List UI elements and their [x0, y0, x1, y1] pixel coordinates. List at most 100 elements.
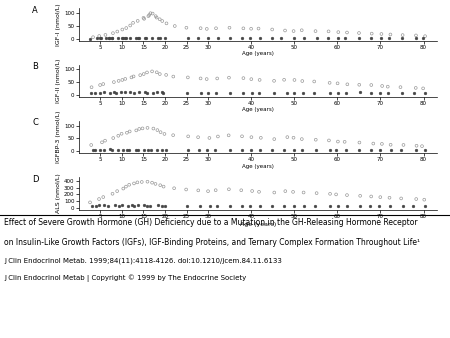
Point: [421, 90, 428, 96]
Point: [90, 34, 97, 40]
Point: [156, 35, 163, 41]
Point: [312, 147, 319, 152]
Point: [355, 35, 362, 41]
Point: [270, 78, 278, 83]
Point: [280, 147, 288, 153]
Point: [342, 35, 349, 41]
Point: [312, 28, 319, 34]
Point: [120, 186, 127, 191]
Point: [206, 135, 213, 141]
Point: [248, 188, 256, 194]
Point: [127, 90, 134, 95]
Point: [327, 90, 334, 96]
Point: [154, 202, 162, 208]
Point: [140, 202, 147, 208]
Point: [290, 203, 297, 208]
Point: [146, 12, 153, 18]
Point: [205, 90, 212, 95]
Point: [135, 90, 143, 95]
Point: [301, 35, 308, 41]
Point: [280, 77, 288, 82]
Point: [418, 143, 426, 149]
Point: [107, 90, 114, 96]
Point: [148, 69, 156, 74]
Point: [357, 203, 364, 208]
Point: [377, 194, 384, 200]
Point: [326, 80, 333, 86]
Point: [98, 35, 105, 41]
Point: [256, 77, 263, 82]
Point: [100, 147, 108, 153]
Point: [412, 35, 419, 41]
Point: [143, 35, 150, 41]
Point: [156, 17, 163, 22]
Point: [141, 147, 148, 153]
Point: [110, 135, 117, 141]
Point: [88, 203, 95, 208]
Point: [149, 90, 156, 95]
Point: [385, 90, 392, 96]
Point: [96, 35, 104, 41]
Point: [399, 90, 406, 95]
Point: [105, 203, 112, 208]
Point: [101, 138, 108, 143]
Point: [284, 135, 291, 140]
Point: [367, 203, 374, 209]
Point: [378, 35, 385, 41]
Point: [133, 35, 140, 41]
Point: [310, 90, 318, 95]
Point: [300, 190, 307, 195]
Point: [132, 147, 140, 152]
Point: [140, 71, 147, 77]
Point: [96, 82, 104, 88]
Point: [299, 78, 306, 84]
Point: [162, 203, 169, 208]
Point: [300, 90, 307, 95]
Point: [334, 35, 341, 41]
Point: [134, 18, 141, 24]
Point: [99, 194, 107, 200]
Point: [238, 203, 245, 209]
Point: [144, 179, 151, 185]
Point: [134, 202, 141, 208]
Point: [376, 203, 383, 208]
Point: [334, 203, 342, 208]
Point: [387, 203, 394, 209]
Point: [227, 35, 234, 41]
Point: [298, 137, 306, 142]
Point: [368, 82, 375, 88]
Text: C: C: [32, 119, 38, 127]
Point: [156, 71, 163, 77]
Point: [376, 90, 383, 95]
Point: [334, 81, 341, 86]
Point: [153, 90, 160, 95]
Point: [184, 35, 192, 41]
Point: [384, 84, 392, 89]
Point: [93, 35, 100, 41]
Point: [108, 35, 115, 41]
Point: [130, 181, 138, 186]
Point: [324, 35, 332, 41]
Point: [183, 187, 190, 192]
Point: [157, 183, 164, 188]
Point: [141, 90, 149, 95]
Point: [387, 32, 394, 37]
Point: [212, 188, 219, 193]
Point: [397, 84, 404, 90]
Point: [271, 190, 278, 195]
Point: [225, 187, 233, 192]
Point: [184, 147, 192, 153]
Point: [112, 90, 120, 95]
Point: [356, 193, 364, 198]
Point: [128, 203, 135, 208]
Point: [141, 35, 149, 41]
Point: [105, 36, 112, 41]
Point: [378, 83, 386, 89]
Point: [152, 181, 159, 187]
Text: Effect of Severe Growth Hormone (GH) Deficiency due to a Mutation in the GH-Rele: Effect of Severe Growth Hormone (GH) Def…: [4, 218, 418, 227]
Point: [99, 140, 106, 145]
Y-axis label: IGF-I (nmol/L): IGF-I (nmol/L): [56, 3, 61, 46]
Point: [325, 29, 332, 34]
Point: [131, 203, 138, 208]
Point: [325, 138, 333, 143]
